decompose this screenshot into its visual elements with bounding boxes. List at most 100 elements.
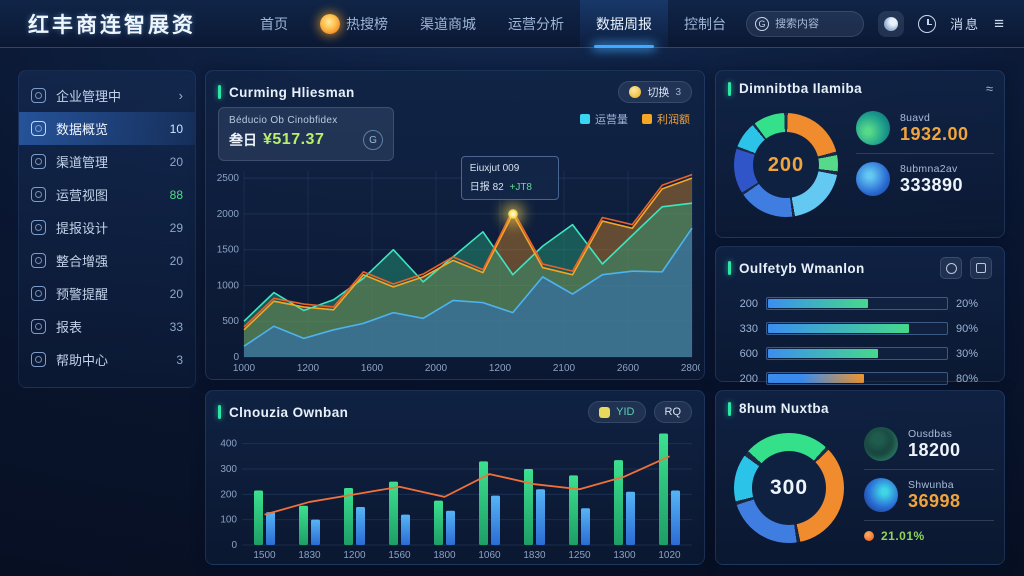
sidebar-item-icon — [31, 352, 46, 367]
period-primary-button[interactable]: YID — [588, 401, 646, 423]
total-donut-card: 8hum Nuxtba 300 Ousdbas 18200 Shwunba 36998… — [715, 390, 1005, 565]
svg-text:2800: 2800 — [681, 363, 700, 374]
sidebar-item-7[interactable]: 报表 33 — [19, 310, 195, 343]
output-chart-card: Clnouzia Ownban YID RQ 400 300 200 100 0 1500… — [205, 390, 705, 565]
swirl-icon — [864, 478, 898, 512]
sidebar: 企业管理中 › 数据概览 10 渠道管理 20 运营视图 88 提报设计 29 整合增强 20 预警提醒… — [18, 70, 196, 388]
stat-label: Ousdbas — [908, 427, 953, 440]
sidebar-item-2[interactable]: 渠道管理 20 — [19, 145, 195, 178]
nav-item-1[interactable]: 热搜榜 — [304, 0, 404, 48]
search-input[interactable] — [775, 17, 856, 30]
variation-rows: 200 20% 330 90% 600 30% 200 80% — [716, 285, 1004, 397]
sidebar-item-icon — [31, 154, 46, 169]
variation-bar-fill — [768, 349, 879, 358]
nav-item-3[interactable]: 运营分析 — [492, 0, 580, 48]
svg-text:300: 300 — [220, 464, 237, 475]
sidebar-item-8[interactable]: 帮助中心 3 — [19, 343, 195, 376]
svg-text:500: 500 — [222, 316, 239, 327]
svg-text:100: 100 — [220, 515, 237, 526]
chart-tooltip: Eiuxjut 009 日报 82 +JT8 — [460, 155, 559, 200]
nav-item-4[interactable]: 数据周报 — [580, 0, 668, 48]
sidebar-item-icon — [31, 286, 46, 301]
svg-text:2500: 2500 — [217, 173, 240, 184]
total-card-title: 8hum Nuxtba — [739, 401, 829, 416]
legend-swatch — [642, 114, 652, 124]
legend-swatch — [580, 114, 590, 124]
sidebar-item-icon — [31, 121, 46, 136]
total-donut-value: 300 — [769, 476, 809, 499]
period-secondary-button[interactable]: RQ — [653, 401, 692, 423]
nav-item-label: 首页 — [260, 15, 288, 32]
search-icon: G — [755, 16, 770, 31]
menu-icon[interactable]: ≡ — [994, 13, 1004, 33]
nav-item-label: 热搜榜 — [346, 15, 388, 32]
theme-toggle-button[interactable] — [878, 10, 905, 37]
wave-icon[interactable]: ≈ — [985, 81, 993, 96]
svg-text:1560: 1560 — [388, 550, 411, 561]
flame-icon — [320, 13, 340, 34]
variation-row-value: 90% — [956, 322, 979, 335]
nav-menu: 首页 热搜榜 渠道商城 运营分析 数据周报 控制台 — [244, 0, 742, 48]
sidebar-item-0[interactable]: 企业管理中 › — [19, 79, 195, 112]
variation-bar-track — [766, 347, 948, 360]
refresh-button[interactable] — [940, 257, 962, 279]
navbar: 红丰商连智展资 首页 热搜榜 渠道商城 运营分析 数据周报 控制台 G 消息 ≡ — [0, 0, 1024, 48]
divider — [856, 153, 994, 154]
period-primary-label: YID — [616, 406, 635, 418]
sidebar-item-1[interactable]: 数据概览 10 — [19, 112, 195, 145]
sidebar-item-label: 渠道管理 — [56, 155, 109, 170]
svg-text:0: 0 — [231, 540, 237, 551]
sidebar-item-label: 整合增强 — [56, 254, 109, 269]
nav-item-5[interactable]: 控制台 — [668, 0, 742, 48]
moon-icon — [884, 16, 899, 31]
nav-item-label: 运营分析 — [508, 15, 564, 32]
chart-switch-button[interactable]: 切换 3 — [618, 81, 692, 103]
grid-button[interactable] — [970, 257, 992, 279]
nav-item-0[interactable]: 首页 — [244, 0, 304, 48]
variation-bar-fill — [768, 374, 865, 383]
variation-bar-track — [766, 322, 948, 335]
legend-item-0[interactable]: 运营量 — [580, 111, 628, 127]
sidebar-item-label: 数据概览 — [56, 122, 109, 137]
variation-row-label: 330 — [739, 322, 758, 335]
chevron-right-icon: › — [178, 88, 183, 103]
svg-text:1000: 1000 — [233, 363, 256, 374]
info-icon: G — [363, 130, 383, 150]
sidebar-item-icon — [31, 88, 46, 103]
total-stats: Ousdbas 18200 Shwunba 36998 21.01% — [864, 427, 994, 543]
clock-icon[interactable] — [918, 14, 937, 33]
svg-text:1500: 1500 — [253, 550, 276, 561]
svg-text:2000: 2000 — [217, 209, 240, 220]
accent-bar — [218, 85, 221, 99]
sidebar-item-count: 3 — [176, 352, 183, 367]
coin-icon — [629, 86, 642, 98]
sidebar-item-6[interactable]: 预警提醒 20 — [19, 277, 195, 310]
trend-value: 21.01% — [881, 529, 925, 543]
sidebar-item-4[interactable]: 提报设计 29 — [19, 211, 195, 244]
stat-label: 8ubmna2av — [900, 162, 958, 175]
sidebar-item-count: 10 — [169, 121, 183, 136]
accent-bar — [728, 81, 731, 96]
sidebar-item-count: 29 — [169, 220, 183, 235]
svg-text:1000: 1000 — [217, 280, 240, 291]
legend-label: 利润额 — [657, 114, 690, 126]
revenue-card-title: Curming Hliesman — [229, 84, 355, 100]
sidebar-item-label: 提报设计 — [56, 221, 109, 236]
svg-text:1200: 1200 — [343, 550, 366, 561]
variation-bar-track — [766, 297, 948, 310]
messages-label[interactable]: 消息 — [950, 17, 981, 32]
stat-row-1: Shwunba 36998 — [864, 478, 994, 512]
svg-text:2000: 2000 — [425, 363, 448, 374]
svg-text:1250: 1250 — [568, 550, 591, 561]
legend-item-1[interactable]: 利润额 — [642, 111, 690, 127]
tooltip-title: Eiuxjut 009 — [469, 162, 520, 174]
nav-item-2[interactable]: 渠道商城 — [404, 0, 492, 48]
output-card-title: Clnouzia Ownban — [229, 404, 349, 420]
variation-row-3: 200 80% — [730, 366, 990, 391]
search-box[interactable]: G — [746, 10, 865, 37]
sidebar-item-5[interactable]: 整合增强 20 — [19, 244, 195, 277]
revenue-summary-label: Béducio Ob Cinobfidex — [229, 115, 338, 126]
variation-row-label: 200 — [739, 297, 758, 310]
sidebar-item-3[interactable]: 运营视图 88 — [19, 178, 195, 211]
